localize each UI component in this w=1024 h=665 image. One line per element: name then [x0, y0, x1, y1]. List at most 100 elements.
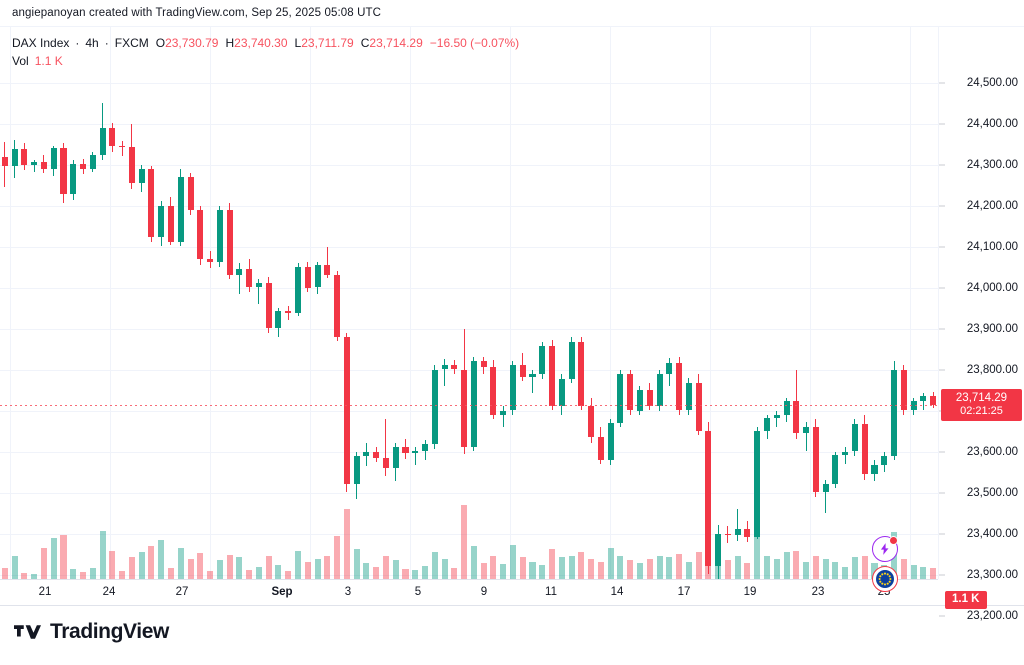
- volume-bar: [695, 552, 702, 579]
- candle-body: [549, 345, 556, 406]
- candle-body: [607, 422, 614, 460]
- grid-line-horizontal: [0, 410, 938, 412]
- price-axis-tick: [939, 369, 945, 370]
- current-price-line: [0, 404, 938, 406]
- candle-wick: [414, 447, 416, 465]
- candle-body: [431, 369, 438, 445]
- volume-bar: [519, 557, 526, 579]
- volume-bar: [783, 552, 790, 579]
- candle-wick: [737, 508, 739, 541]
- volume-bar: [861, 555, 868, 579]
- price-axis-label: 24,100.00: [966, 240, 1018, 253]
- current-price-value: 23,714.29: [955, 391, 1008, 404]
- time-axis-label: 9: [480, 586, 488, 598]
- time-axis-label: 19: [743, 586, 757, 598]
- price-axis-tick: [939, 246, 945, 247]
- candle-body: [31, 161, 38, 166]
- volume-bar: [334, 536, 341, 579]
- candle-body: [324, 264, 331, 276]
- time-axis-label: 11: [545, 586, 557, 598]
- candle-wick: [444, 359, 446, 386]
- time-axis-label: 14: [610, 586, 624, 598]
- price-axis-tick: [939, 123, 945, 124]
- candle-body: [422, 444, 429, 451]
- volume-bar: [343, 508, 350, 579]
- candle-body: [656, 373, 663, 406]
- candle-body: [851, 423, 858, 452]
- volume-badge[interactable]: 1.1 K: [945, 591, 987, 609]
- volume-bar: [744, 563, 751, 579]
- volume-bar: [128, 557, 135, 579]
- volume-bar: [11, 555, 18, 579]
- price-axis-label: 24,000.00: [966, 281, 1018, 294]
- candle-wick: [326, 246, 328, 279]
- volume-bar: [382, 555, 389, 579]
- candle-body: [99, 127, 106, 156]
- volume-bar: [724, 560, 731, 579]
- candle-body: [70, 163, 77, 194]
- grid-line-horizontal: [0, 492, 938, 494]
- candle-body: [627, 374, 634, 411]
- volume-bar: [294, 550, 302, 579]
- candle-body: [578, 342, 585, 406]
- volume-bar: [851, 557, 858, 579]
- candle-body: [734, 529, 741, 536]
- price-axis-tick: [939, 328, 945, 329]
- volume-bar: [676, 554, 683, 579]
- candle-body: [832, 454, 839, 485]
- price-axis-tick: [939, 533, 945, 534]
- candle-body: [617, 374, 624, 423]
- volume-bar: [70, 568, 77, 579]
- volume-bar: [167, 568, 174, 579]
- candle-body: [793, 401, 800, 433]
- volume-bar: [392, 559, 399, 579]
- candle-body: [783, 401, 790, 415]
- volume-bar: [275, 564, 282, 579]
- candle-body: [705, 431, 712, 567]
- candle-body: [930, 395, 937, 405]
- candle-body: [216, 210, 223, 263]
- time-axis-label: Sep: [271, 586, 293, 598]
- volume-bar: [607, 547, 614, 579]
- volume-bar: [21, 572, 28, 579]
- volume-bar: [99, 530, 106, 579]
- candle-body: [695, 382, 702, 431]
- candle-wick: [805, 421, 807, 452]
- volume-bar: [529, 561, 536, 579]
- price-axis-tick: [939, 82, 945, 83]
- chart-plot-area[interactable]: [0, 27, 938, 579]
- brand-name-text: TradingView: [50, 620, 169, 643]
- candle-body: [724, 533, 731, 536]
- candle-body: [353, 456, 360, 485]
- price-axis-label: 24,200.00: [966, 199, 1018, 212]
- volume-bar: [617, 555, 624, 579]
- eu-flag-button[interactable]: [872, 566, 898, 592]
- grid-line-vertical: [910, 27, 911, 579]
- volume-bar: [734, 555, 741, 579]
- candle-body: [314, 264, 321, 288]
- price-axis-tick: [939, 574, 945, 575]
- volume-bar: [255, 567, 262, 579]
- candle-body: [490, 367, 497, 415]
- replay-button[interactable]: [872, 536, 898, 562]
- grid-line-horizontal: [0, 205, 938, 207]
- price-axis-label: 24,400.00: [966, 117, 1018, 130]
- eu-flag-icon: [876, 570, 894, 588]
- candle-body: [21, 148, 28, 166]
- volume-bar: [373, 566, 380, 579]
- candle-wick: [532, 369, 533, 394]
- chart-frame: DAX Index · 4h · FXCM O23,730.79 H23,740.30 L23…: [0, 26, 1024, 622]
- volume-bar: [578, 552, 585, 579]
- volume-bar: [422, 565, 429, 579]
- candle-body: [588, 405, 595, 437]
- grid-line-vertical: [710, 27, 711, 579]
- candle-body: [197, 210, 204, 259]
- time-axis-label: 23: [811, 586, 825, 598]
- candle-wick: [776, 410, 778, 427]
- price-scale[interactable]: 24,500.00 24,400.00 24,300.00 24,200.00 24,1…: [938, 27, 1024, 622]
- time-scale[interactable]: 21 24 27 Sep 3 5 9 11 14 17 19 23 25: [0, 579, 938, 606]
- candle-body: [304, 267, 311, 288]
- volume-bar: [754, 530, 761, 579]
- current-price-badge[interactable]: 23,714.29 02:21:25: [941, 388, 1022, 421]
- volume-bar: [763, 555, 771, 579]
